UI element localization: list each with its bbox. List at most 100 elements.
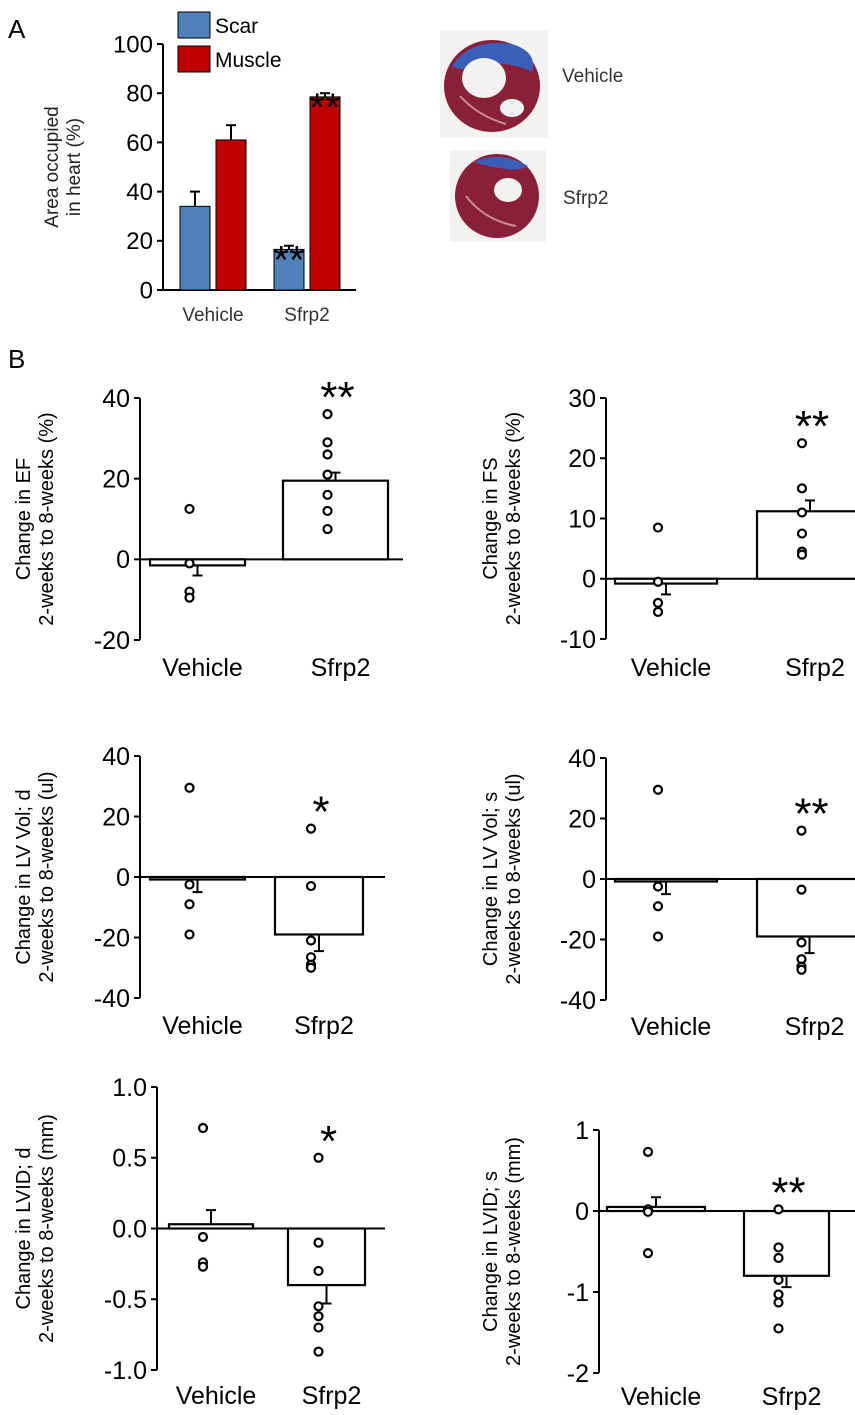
y-tick-label: 10 (568, 505, 596, 533)
bar-sfrp2 (281, 479, 390, 561)
x-tick-label: Vehicle (162, 1012, 243, 1040)
y-tick-label: 0 (116, 864, 130, 892)
y-tick-label: 100 (113, 31, 153, 58)
y-tick-label: 40 (568, 745, 596, 773)
data-point (305, 962, 317, 973)
y-tick-label: 20 (126, 228, 153, 255)
y-tick-label: 20 (102, 465, 130, 493)
significance-marker: ** (320, 373, 354, 422)
chart-change-lv-vol-s: -40 -20 0 20 40 Change in LV Vol; s 2-weeks to… (480, 745, 855, 1041)
data-point (322, 409, 333, 420)
data-point (305, 880, 317, 892)
y-tick-label: -20 (560, 926, 596, 954)
data-point (773, 1274, 784, 1285)
y-tick-label: -1.0 (104, 1357, 147, 1385)
y-axis-label: 2-weeks to 8-weeks (mm) (503, 1137, 525, 1366)
x-tick-label: Sfrp2 (762, 1383, 822, 1411)
y-tick-label: 60 (126, 130, 153, 157)
data-point (652, 901, 664, 912)
y-axis-label: Change in FS (480, 457, 502, 579)
x-tick-label: Vehicle (631, 654, 712, 682)
data-point (796, 507, 808, 518)
data-point (773, 1204, 784, 1215)
y-tick-label: -10 (560, 626, 596, 654)
data-point (652, 931, 664, 942)
data-point (773, 1297, 784, 1308)
data-point (642, 1146, 654, 1157)
y-axis-label: Change in LVID; s (480, 1171, 502, 1332)
data-point (796, 884, 807, 895)
bar-sfrp2 (755, 510, 855, 580)
y-tick-label: -2 (567, 1360, 589, 1388)
legend-swatch-muscle (177, 45, 211, 73)
bar-vehicle (148, 558, 247, 567)
data-point (305, 823, 317, 834)
chart-change-ef: -20 0 20 40 Change in EF 2-weeks to 8-weeks (… (13, 373, 403, 682)
y-tick-label: -20 (94, 627, 130, 655)
data-point (322, 469, 333, 480)
legend-label-scar: Scar (215, 15, 258, 38)
data-point (322, 523, 333, 535)
y-axis-label: 2-weeks to 8-weeks (ul) (36, 771, 58, 982)
y-axis-label: Change in LVID; d (13, 1148, 35, 1310)
y-axis-label: Change in LV Vol; s (480, 792, 502, 966)
y-tick-label: 20 (568, 805, 596, 833)
y-axis-label: Area occupied (42, 106, 63, 227)
y-axis-label: 2-weeks to 8-weeks (mm) (36, 1114, 58, 1343)
y-tick-label: 40 (102, 743, 130, 771)
legend-swatch-scar (177, 11, 211, 39)
chart-change-fs: -10 0 10 20 30 Change in FS 2-weeks to 8-weeks… (480, 385, 855, 682)
data-point (773, 1323, 784, 1334)
data-point (184, 929, 195, 940)
data-point (197, 1231, 209, 1243)
x-tick-label: Vehicle (182, 305, 243, 326)
histology-sfrp2-label: Sfrp2 (563, 188, 608, 209)
data-point (796, 483, 808, 494)
y-tick-label: 1.0 (112, 1074, 147, 1102)
significance-marker: * (320, 1117, 337, 1166)
x-tick-label: Sfrp2 (294, 1012, 354, 1040)
bar-vehicle (605, 1205, 707, 1213)
bar-muscle (215, 139, 247, 291)
data-point (652, 881, 664, 892)
x-tick-label: Sfrp2 (311, 654, 371, 682)
data-point (773, 1242, 784, 1253)
y-tick-label: 80 (126, 81, 153, 108)
data-point (796, 549, 808, 560)
significance-marker: ** (309, 86, 340, 130)
data-point (322, 505, 333, 517)
chart-change-lvid-s: -2 -1 0 1 Change in LVID; s 2-weeks to 8-week… (480, 1117, 855, 1411)
y-tick-label: 40 (102, 385, 130, 413)
x-tick-label: Vehicle (162, 654, 243, 682)
chart-change-lv-vol-d: -40 -20 0 20 40 Change in LV Vol; d 2-weeks to… (13, 743, 385, 1040)
y-tick-label: 1 (575, 1117, 589, 1145)
y-axis-label: 2-weeks to 8-weeks (%) (36, 412, 58, 625)
data-point (796, 937, 807, 948)
panel-label-b: B (8, 344, 25, 374)
y-tick-label: 0.5 (112, 1145, 147, 1173)
y-tick-label: 40 (126, 179, 153, 206)
histology-vehicle-image (440, 30, 548, 138)
data-point (773, 1289, 784, 1300)
bar-sfrp2 (273, 875, 365, 936)
histology-vehicle-label: Vehicle (562, 66, 623, 87)
significance-marker: ** (771, 1168, 805, 1217)
x-tick-label: Sfrp2 (302, 1382, 362, 1410)
data-point (313, 1311, 324, 1322)
y-tick-label: 30 (568, 385, 596, 413)
data-point (197, 1122, 209, 1134)
bar-vehicle (613, 577, 719, 585)
data-point (313, 1237, 324, 1248)
significance-marker: ** (794, 790, 828, 839)
x-tick-label: Vehicle (176, 1382, 257, 1410)
significance-marker: ** (273, 239, 304, 283)
y-tick-label: -1 (567, 1279, 589, 1307)
data-point (305, 935, 317, 946)
data-point (652, 784, 664, 795)
bar-scar (273, 248, 305, 291)
data-point (642, 1206, 654, 1217)
y-tick-label: -0.5 (104, 1286, 147, 1314)
y-tick-label: 0 (582, 866, 596, 894)
significance-marker: * (312, 788, 329, 837)
